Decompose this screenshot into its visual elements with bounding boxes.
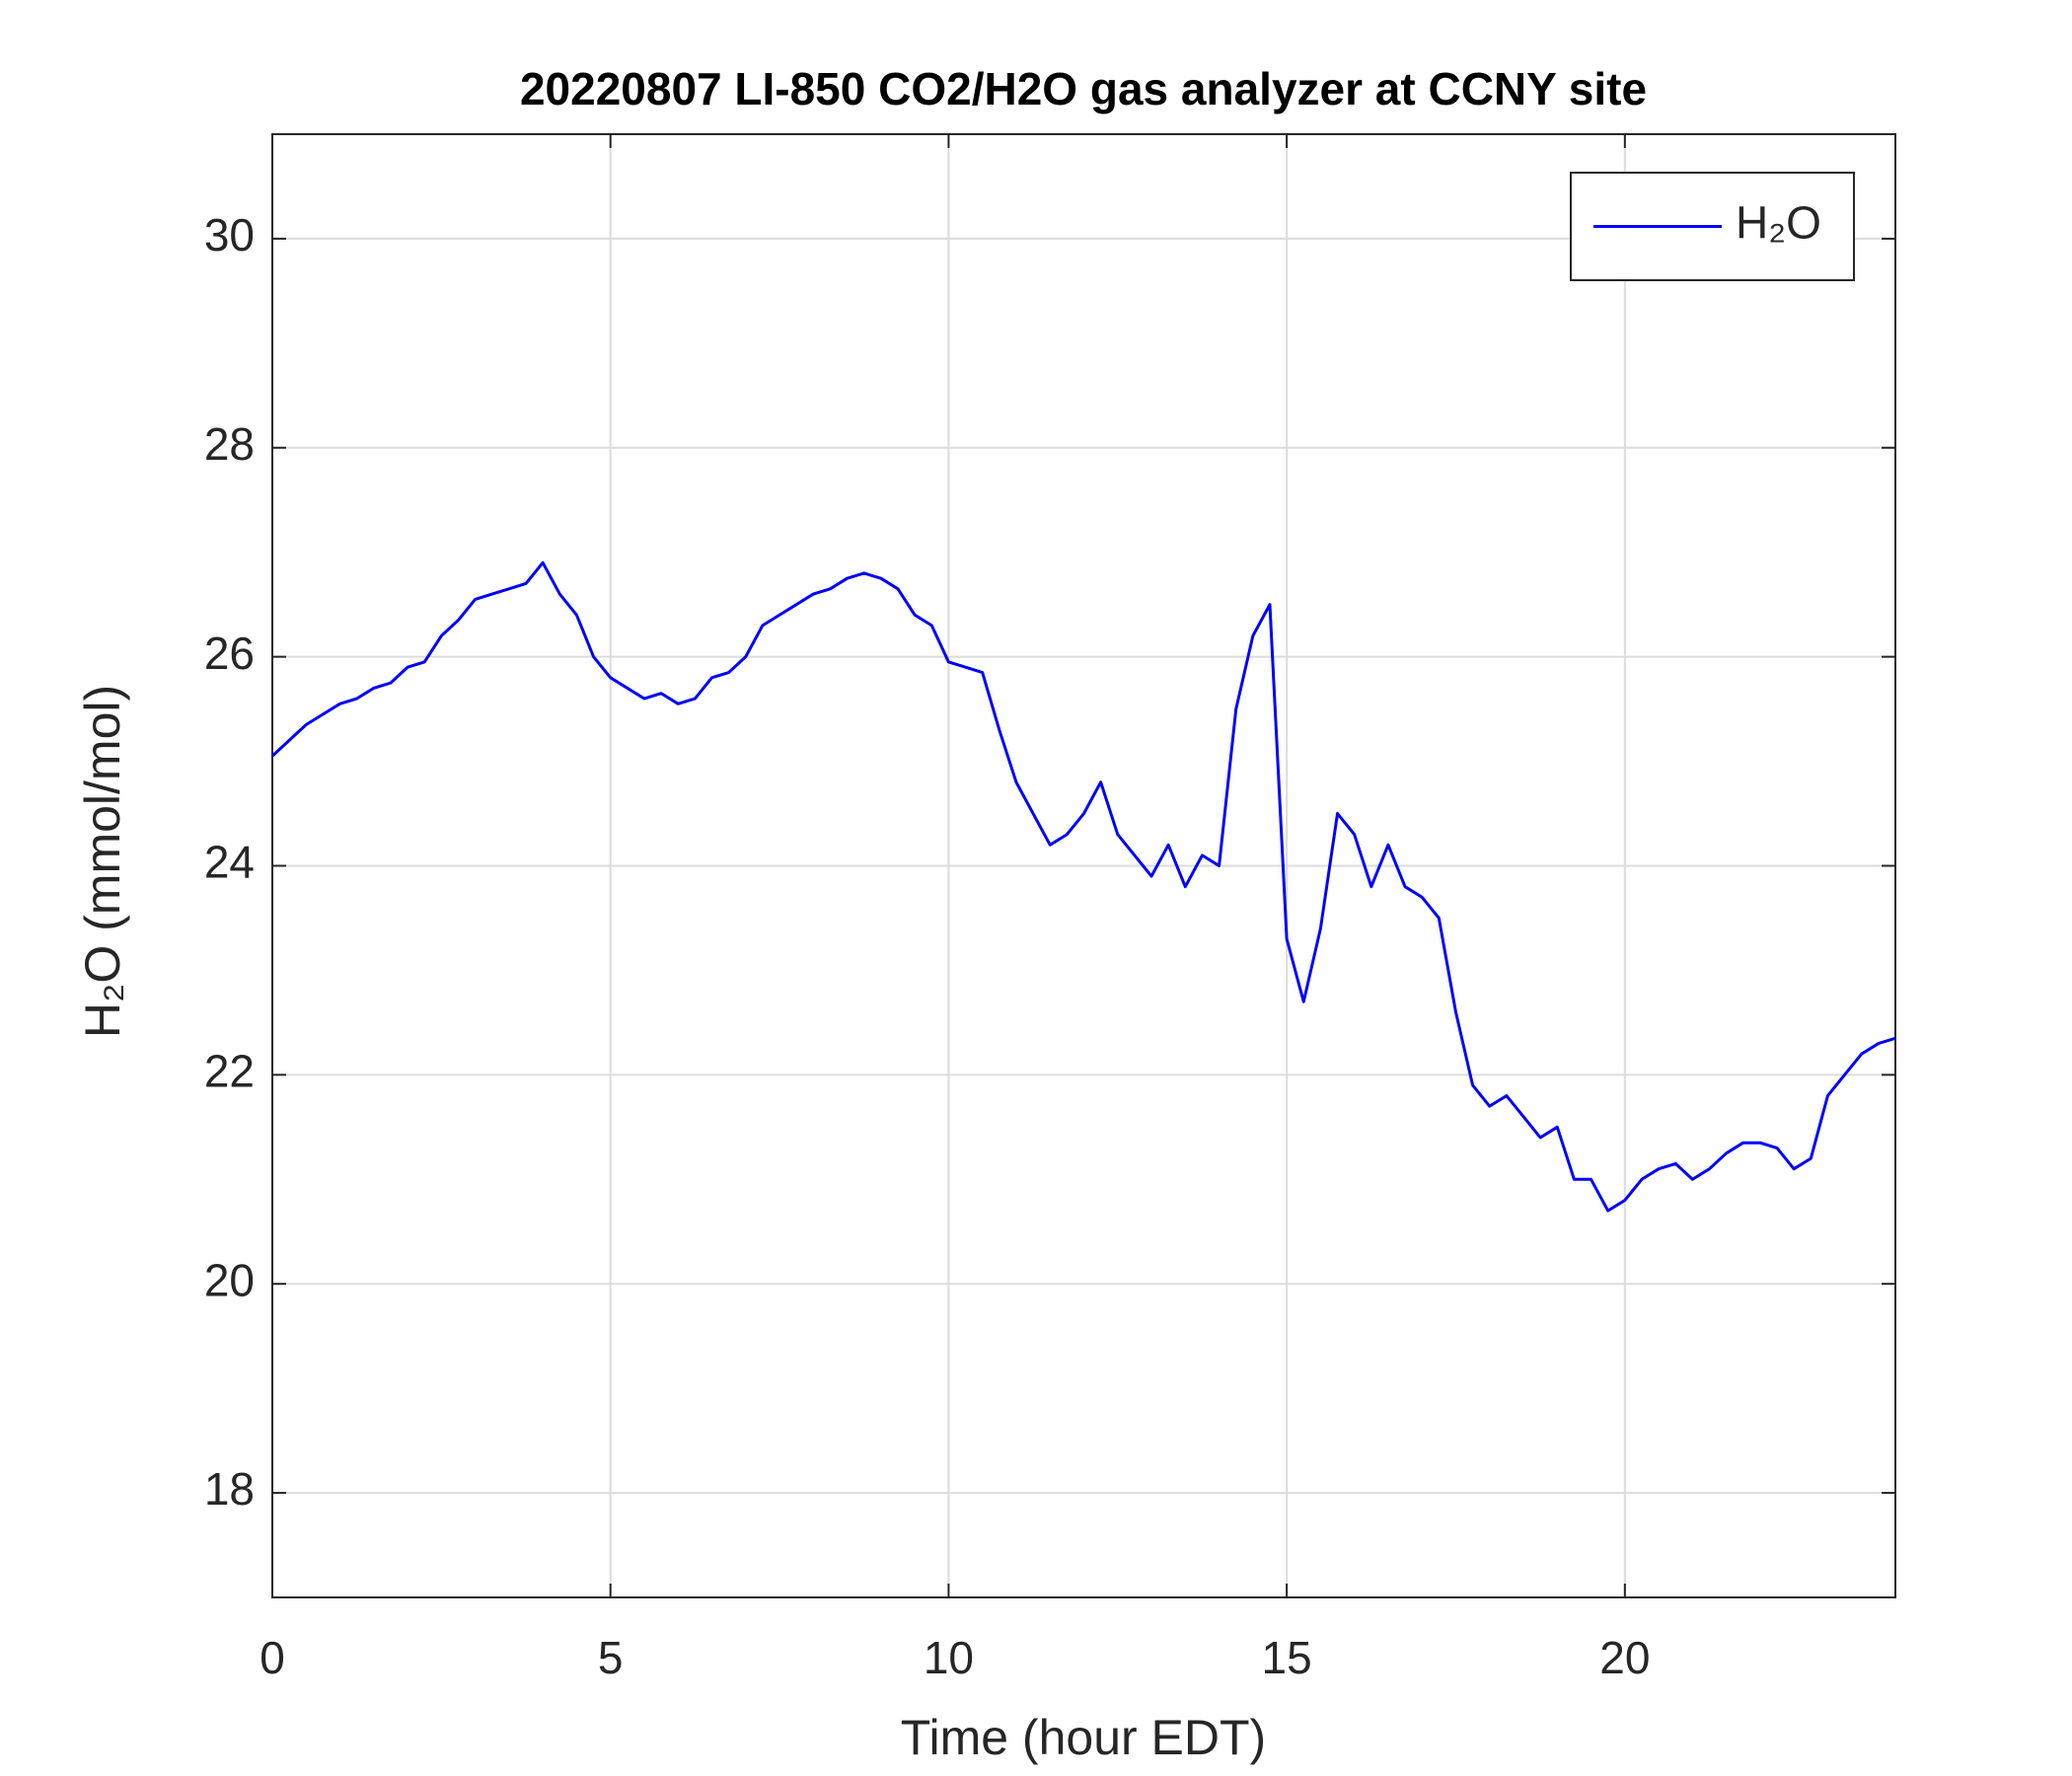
y-tick-label: 24 xyxy=(204,837,255,888)
data-line xyxy=(270,560,1896,1213)
y-tick-label: 30 xyxy=(204,209,255,260)
chart-title: 20220807 LI-850 CO2/H2O gas analyzer at … xyxy=(520,63,1647,114)
y-tick-label: 26 xyxy=(204,628,255,679)
legend-label: H₂O xyxy=(1736,197,1821,249)
plot-frame xyxy=(271,133,1896,1598)
y-tick-label: 18 xyxy=(204,1463,255,1515)
x-tick-label: 15 xyxy=(1262,1632,1312,1683)
y-tick-label: 20 xyxy=(204,1254,255,1305)
x-axis-label: Time (hour EDT) xyxy=(901,1710,1266,1765)
x-tick-label: 5 xyxy=(598,1632,624,1683)
x-tick-label: 0 xyxy=(259,1632,285,1683)
y-tick-label: 28 xyxy=(204,418,255,470)
x-tick-label: 20 xyxy=(1599,1632,1650,1683)
x-tick-label: 10 xyxy=(924,1632,974,1683)
y-tick-label: 22 xyxy=(204,1046,255,1097)
y-axis-label: H₂O (mmol/mol) xyxy=(75,685,130,1038)
